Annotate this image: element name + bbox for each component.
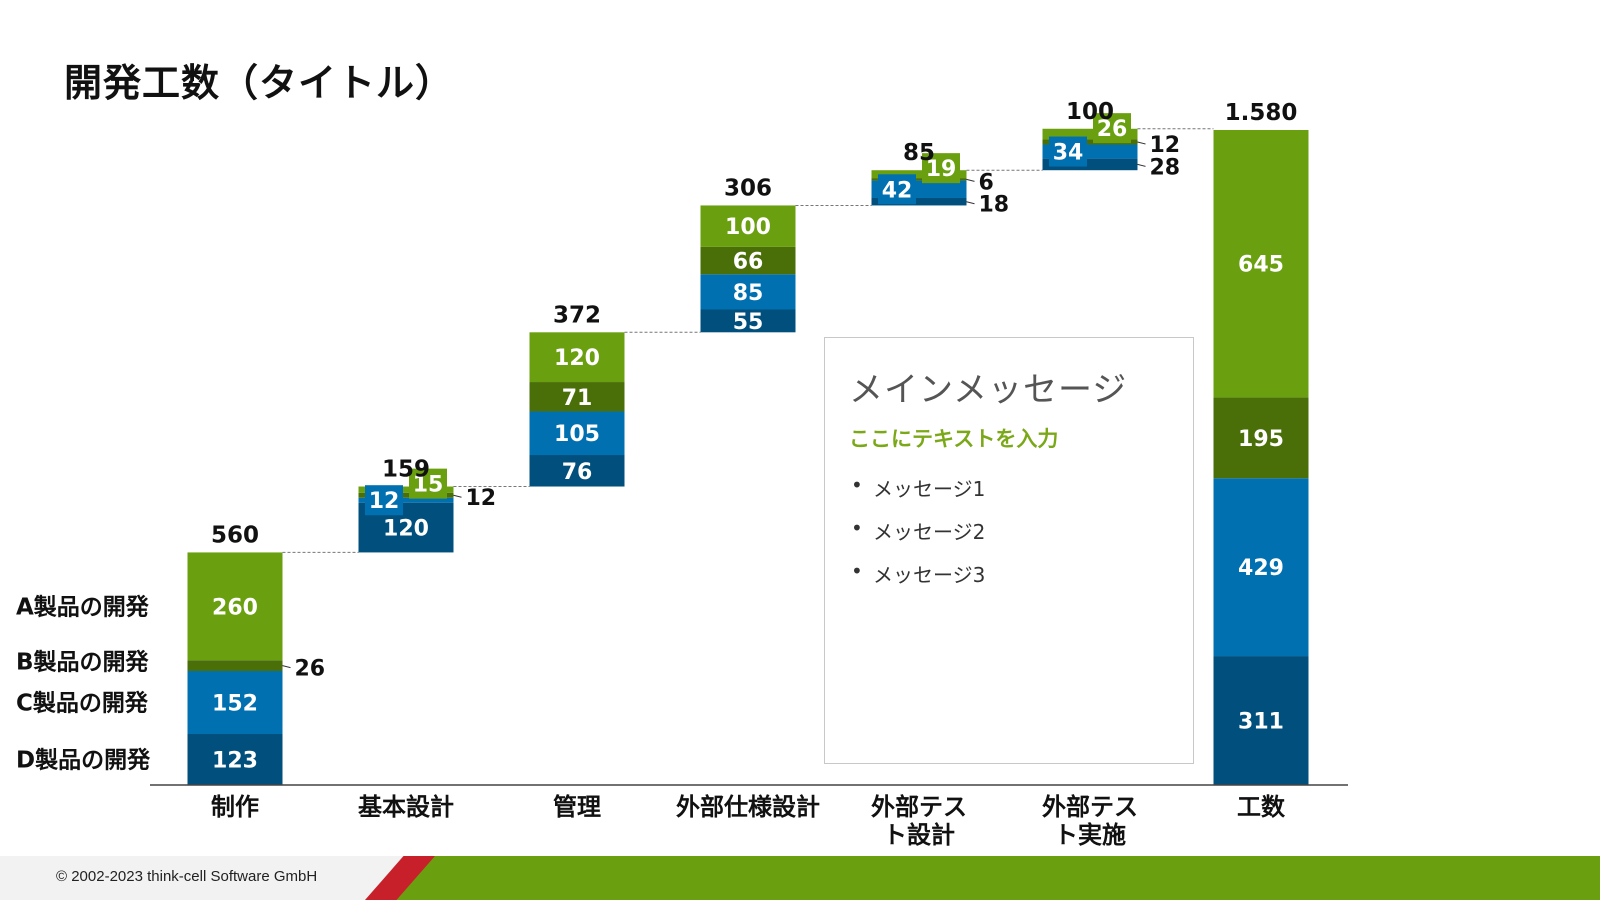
bar-segment: [1213, 656, 1309, 785]
bar-segment: [700, 309, 796, 333]
data-label: 71: [562, 386, 593, 411]
data-label: 12: [369, 489, 400, 514]
label-leader: [1137, 141, 1146, 145]
bar-segment: [700, 205, 796, 247]
data-label: 55: [733, 310, 764, 335]
data-label: 85: [733, 281, 764, 306]
data-label: 12: [1150, 133, 1181, 158]
bar-segment: [1213, 130, 1309, 398]
category-label: 外部仕様設計: [676, 793, 820, 821]
bar-segment: [358, 497, 454, 503]
series-label: C製品の開発: [16, 690, 149, 717]
data-label: 645: [1238, 253, 1284, 278]
bar-segment: [187, 660, 283, 671]
total-label: 306: [724, 175, 772, 201]
data-label: 195: [1238, 427, 1284, 452]
total-label: 372: [553, 302, 601, 328]
total-label: 1.580: [1225, 100, 1298, 126]
category-label: ト設計: [883, 821, 955, 849]
bar-segment: [1042, 158, 1138, 171]
data-label: 120: [383, 517, 429, 542]
copyright-text: © 2002-2023 think-cell Software GmbH: [56, 868, 318, 885]
data-label: 34: [1053, 141, 1084, 166]
total-label: 100: [1066, 99, 1114, 125]
bar-segment: [529, 455, 625, 487]
message-item: メッセージ2: [849, 516, 1169, 545]
label-leader: [966, 178, 975, 182]
data-label: 18: [979, 193, 1010, 218]
message-item: メッセージ1: [849, 473, 1169, 502]
bar-segment: [700, 274, 796, 310]
series-label: A製品の開発: [16, 593, 150, 620]
data-label: 311: [1238, 710, 1284, 735]
data-label: 429: [1238, 556, 1284, 581]
data-label: 26: [295, 657, 326, 682]
series-label: B製品の開発: [16, 649, 150, 676]
bar-segment: [187, 670, 283, 735]
bar-segment: [529, 332, 625, 383]
label-leader: [453, 494, 462, 498]
label-leader: [282, 665, 291, 669]
label-badge: [1093, 113, 1131, 144]
bar-segment: [529, 411, 625, 456]
bar-segment: [1213, 397, 1309, 479]
data-label: 19: [926, 157, 957, 182]
message-subtitle: ここにテキストを入力: [849, 427, 1059, 451]
category-label: 基本設計: [358, 793, 454, 821]
category-label: 管理: [553, 793, 601, 821]
footer-light-panel: [0, 856, 425, 900]
bar-segment: [187, 552, 283, 661]
bar-segment: [871, 170, 967, 179]
bar-segment: [871, 178, 967, 181]
message-box: メインメッセージ ここにテキストを入力 メッセージ1 メッセージ2 メッセージ3: [824, 337, 1194, 764]
total-label: 159: [382, 457, 430, 483]
category-label: 制作: [211, 793, 259, 821]
data-label: 120: [554, 346, 600, 371]
message-title: メインメッセージ: [849, 370, 1128, 410]
data-label: 42: [882, 178, 913, 203]
data-label: 260: [212, 595, 258, 620]
message-item: メッセージ3: [849, 559, 1169, 588]
data-label: 26: [1097, 117, 1128, 142]
label-badge: [878, 174, 916, 205]
data-label: 76: [562, 460, 593, 485]
bar-segment: [358, 492, 454, 498]
data-label: 152: [212, 692, 258, 717]
page-title: 開発工数（タイトル）: [64, 61, 455, 105]
data-label: 6: [979, 170, 994, 195]
total-label: 85: [903, 140, 935, 166]
label-leader: [966, 201, 975, 205]
data-label: 123: [212, 749, 258, 774]
bar-segment: [187, 734, 283, 785]
label-badge: [409, 468, 447, 499]
total-label: 560: [211, 522, 259, 548]
data-label: 15: [413, 473, 444, 498]
data-label: 100: [725, 215, 771, 240]
series-label: D製品の開発: [16, 747, 151, 774]
bar-segment: [1042, 139, 1138, 145]
label-badge: [1049, 136, 1087, 167]
bar-segment: [1042, 128, 1138, 140]
bar-segment: [1213, 478, 1309, 657]
data-label: 66: [733, 250, 764, 275]
category-label: 外部テス: [871, 793, 967, 821]
data-label: 12: [466, 486, 497, 511]
bar-segment: [529, 382, 625, 412]
category-label: 外部テス: [1042, 793, 1138, 821]
data-label: 105: [554, 422, 600, 447]
category-label: 工数: [1237, 793, 1286, 821]
label-badge: [365, 485, 403, 516]
data-label: 28: [1150, 155, 1181, 180]
footer-bar: © 2002-2023 think-cell Software GmbH: [0, 856, 1600, 900]
bar-segment: [700, 246, 796, 275]
bar-segment: [871, 197, 967, 206]
category-label: ト実施: [1054, 821, 1126, 849]
message-list: メッセージ1 メッセージ2 メッセージ3: [849, 473, 1169, 588]
bar-segment: [358, 486, 454, 493]
label-badge: [922, 153, 960, 184]
label-leader: [1137, 163, 1146, 167]
